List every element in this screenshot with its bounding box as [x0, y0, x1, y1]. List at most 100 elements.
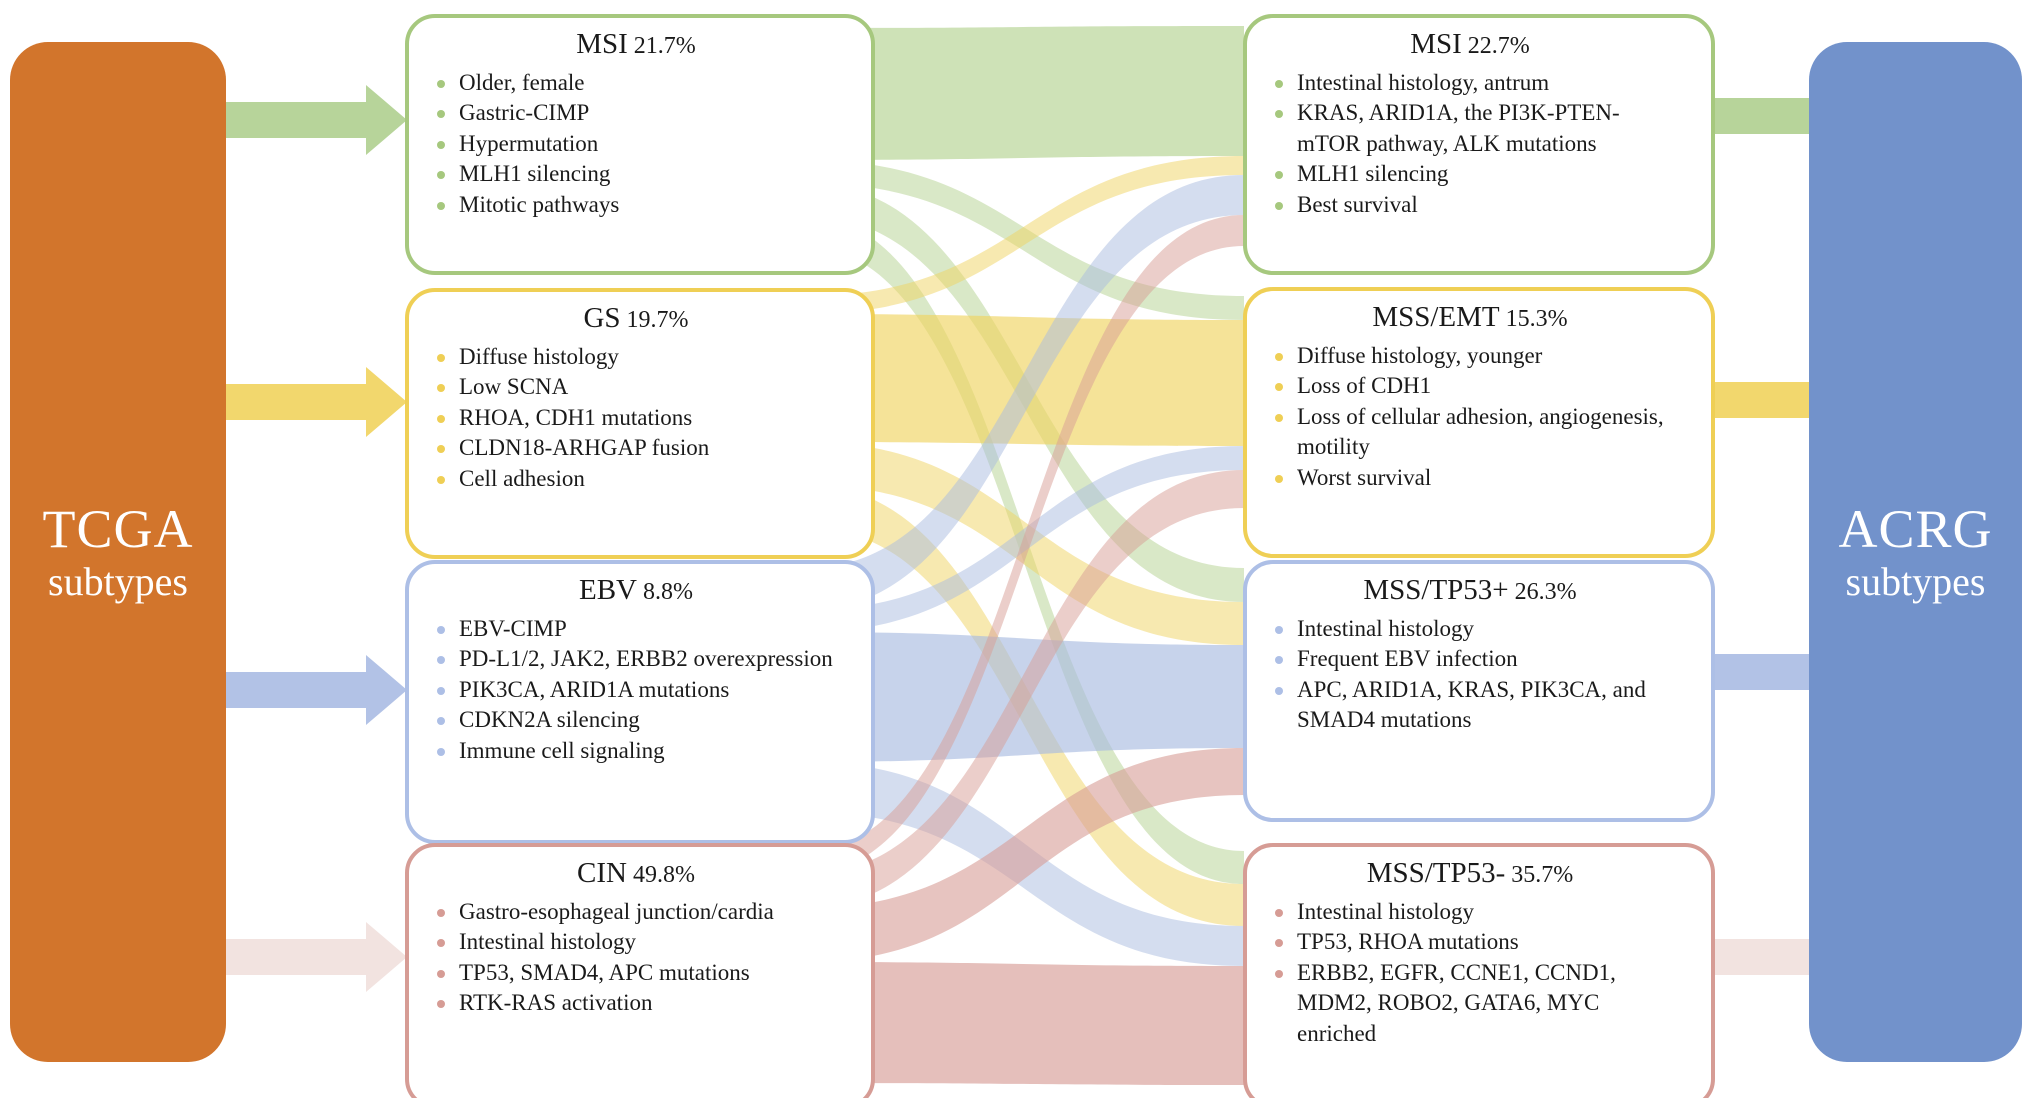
bullet-dot-icon [437, 384, 445, 393]
subtype-name: MSI [1410, 28, 1462, 60]
bullet-item: ERBB2, EGFR, CCNE1, CCND1, MDM2, ROBO2, … [1273, 958, 1667, 1050]
subtype-title-acrg-mss-emt: MSS/EMT 15.3% [1273, 299, 1667, 337]
bullet-item: EBV-CIMP [435, 614, 837, 645]
bullet-dot-icon [437, 1000, 445, 1009]
bullet-text: Mitotic pathways [459, 192, 620, 217]
subtype-title-tcga-cin: CIN 49.8% [435, 855, 837, 893]
bullet-item: Immune cell signaling [435, 736, 837, 767]
bullet-item: Older, female [435, 68, 837, 99]
bullet-text: Intestinal histology [1297, 898, 1474, 924]
bullet-dot-icon [1275, 171, 1283, 180]
subtype-title-acrg-mss-tp53p: MSS/TP53+ 26.3% [1273, 572, 1667, 610]
bullet-dot-icon [437, 140, 445, 149]
bullet-dot-icon [1275, 202, 1283, 210]
bullet-text: Diffuse histology, younger [1297, 342, 1543, 368]
bullet-dot-icon [437, 969, 445, 978]
bullet-text: CDKN2A silencing [459, 707, 640, 733]
bullet-text: Gastric-CIMP [459, 100, 590, 126]
bullet-text: Immune cell signaling [459, 738, 665, 763]
subtype-box-tcga-cin: CIN 49.8% Gastro-esophageal junction/card… [405, 843, 875, 1098]
bullet-dot-icon [437, 202, 445, 210]
bullet-text: APC, ARID1A, KRAS, PIK3CA, and SMAD4 mut… [1297, 676, 1646, 733]
subtype-name: GS [583, 302, 621, 334]
bullet-dot-icon [1275, 686, 1283, 695]
acrg-panel: ACRG subtypes [1809, 42, 2022, 1062]
bullet-item: Mitotic pathways [435, 190, 837, 221]
bullet-item: Intestinal histology, antrum [1273, 68, 1667, 99]
arrow-left-tcga-gs [226, 367, 407, 437]
ribbon-tcga-cin-to-acrg-mss-emt [806, 470, 1244, 908]
bullet-text: PD-L1/2, JAK2, ERBB2 overexpression [459, 646, 833, 672]
subtype-percentage: 26.3% [1508, 579, 1577, 605]
bullet-dot-icon [437, 353, 445, 362]
ribbon-tcga-cin-to-acrg-msi [806, 215, 1244, 874]
bullet-dot-icon [437, 171, 445, 180]
tcga-panel-title: TCGA [42, 499, 194, 560]
ribbon-tcga-msi-to-acrg-msi [806, 26, 1244, 160]
subtype-box-tcga-msi: MSI 21.7% Older, female Gastric-CIMP Hyperm… [405, 14, 875, 275]
bullet-dot-icon [437, 748, 445, 756]
bullet-dot-icon [1275, 969, 1283, 978]
bullet-item: KRAS, ARID1A, the PI3K-PTEN-mTOR pathway… [1273, 98, 1667, 159]
subtype-box-acrg-mss-tp53n: MSS/TP53- 35.7% Intestinal histology TP53,… [1243, 843, 1715, 1098]
bullet-dot-icon [1275, 413, 1283, 422]
subtype-percentage: 49.8% [626, 862, 695, 888]
bullet-text: Older, female [459, 69, 585, 95]
bullet-dot-icon [437, 79, 445, 88]
bullet-item: TP53, RHOA mutations [1273, 927, 1667, 958]
bullet-dot-icon [1275, 939, 1283, 948]
bullet-item: PD-L1/2, JAK2, ERBB2 overexpression [435, 644, 837, 675]
bullet-text: Loss of cellular adhesion, angiogenesis,… [1297, 403, 1664, 460]
subtype-name: MSI [576, 28, 628, 60]
bullet-text: RHOA, CDH1 mutations [459, 404, 693, 430]
bullet-text: RTK-RAS activation [459, 990, 653, 1016]
subtype-name: MSS/TP53+ [1363, 574, 1509, 606]
subtype-name: MSS/TP53- [1366, 857, 1506, 889]
bullet-item: RHOA, CDH1 mutations [435, 403, 837, 434]
bullet-item: Cell adhesion [435, 464, 837, 495]
bullet-text: KRAS, ARID1A, the PI3K-PTEN-mTOR pathway… [1297, 100, 1620, 156]
bullet-text: Cell adhesion [459, 466, 585, 491]
subtype-box-acrg-mss-tp53p: MSS/TP53+ 26.3% Intestinal histology Frequ… [1243, 560, 1715, 822]
bullet-text: PIK3CA, ARID1A mutations [459, 676, 730, 702]
subtype-name: CIN [577, 857, 627, 889]
tcga-panel-subtitle: subtypes [48, 558, 188, 604]
subtype-percentage: 21.7% [627, 33, 696, 59]
bullet-dot-icon [437, 476, 445, 484]
bullet-text: Loss of CDH1 [1297, 373, 1432, 399]
bullet-text: MLH1 silencing [1297, 161, 1449, 187]
bullet-dot-icon [1275, 475, 1283, 483]
bullet-dot-icon [1275, 908, 1283, 917]
acrg-panel-subtitle: subtypes [1845, 558, 1986, 604]
ribbon-tcga-cin-to-acrg-mss-tp53p [806, 748, 1244, 962]
bullet-dot-icon [437, 110, 445, 119]
subtype-name: EBV [579, 574, 637, 606]
subtype-name: MSS/EMT [1372, 301, 1500, 333]
acrg-panel-title: ACRG [1838, 499, 1993, 560]
subtype-percentage: 22.7% [1461, 33, 1530, 59]
bullet-text: EBV-CIMP [459, 615, 567, 641]
bullet-item: Gastro-esophageal junction/cardia [435, 897, 837, 928]
bullet-dot-icon [1275, 79, 1283, 88]
bullet-item: Hypermutation [435, 129, 837, 160]
bullet-item: Intestinal histology [1273, 897, 1667, 928]
bullet-item: MLH1 silencing [435, 159, 837, 190]
bullet-item: Intestinal histology [435, 927, 837, 958]
bullet-dot-icon [437, 414, 445, 423]
bullet-dot-icon [437, 717, 445, 726]
subtype-percentage: 35.7% [1505, 862, 1574, 888]
subtype-box-tcga-gs: GS 19.7% Diffuse histology Low SCNA RHOA, C… [405, 288, 875, 559]
bullet-dot-icon [1275, 656, 1283, 665]
bullet-text: Low SCNA [459, 374, 569, 400]
bullet-text: Diffuse histology [459, 343, 619, 369]
ribbon-tcga-ebv-to-acrg-msi [806, 175, 1244, 610]
bullet-item: Diffuse histology [435, 342, 837, 373]
bullet-item: TP53, SMAD4, APC mutations [435, 958, 837, 989]
bullet-item: RTK-RAS activation [435, 988, 837, 1019]
bullet-text: Intestinal histology [459, 929, 636, 955]
bullet-text: TP53, RHOA mutations [1297, 929, 1519, 955]
subtype-box-tcga-ebv: EBV 8.8% EBV-CIMP PD-L1/2, JAK2, ERBB2 ove… [405, 560, 875, 844]
bullet-text: Hypermutation [459, 130, 599, 156]
